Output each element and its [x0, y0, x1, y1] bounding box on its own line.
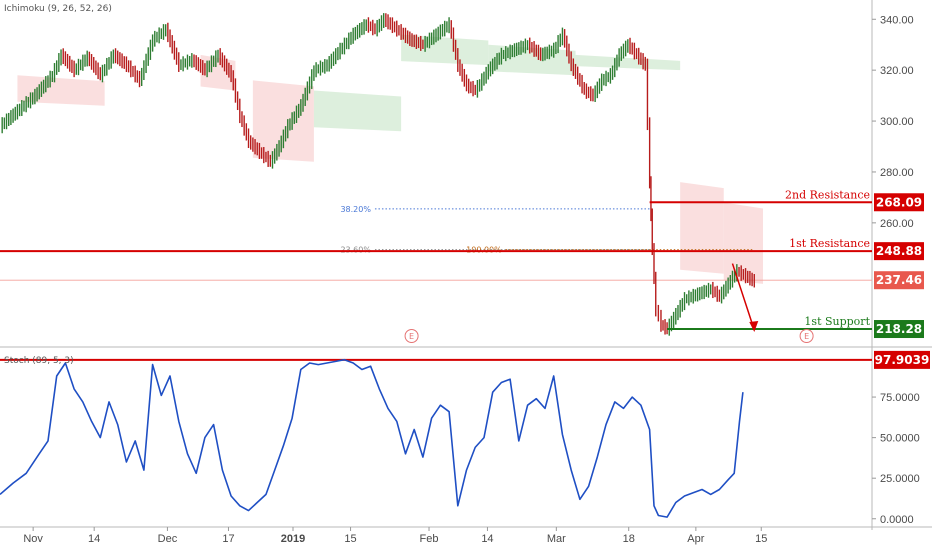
- level-value-0: 268.09: [876, 195, 922, 209]
- ichimoku-cloud-7: [680, 182, 724, 274]
- annotation-2: 1st Support: [804, 315, 870, 328]
- time-label-10: Apr: [687, 533, 704, 545]
- top-indicator-title: Ichimoku (9, 26, 52, 26): [4, 4, 112, 14]
- event-marker-0: [404, 329, 419, 343]
- projection-arrow: [731, 263, 755, 331]
- time-label-5: 15: [344, 533, 356, 545]
- time-label-4: 2019: [281, 533, 305, 545]
- ichimoku-cloud-6: [575, 54, 681, 71]
- annotation-0: 2nd Resistance: [785, 188, 870, 201]
- level-value-2: 218.28: [876, 322, 922, 336]
- event-marker-label-1: E: [804, 332, 809, 341]
- time-label-8: Mar: [547, 533, 566, 545]
- stoch-line: [0, 358, 744, 518]
- event-marker-1: [799, 329, 814, 343]
- level-tag-0: [874, 193, 924, 212]
- time-label-1: 14: [88, 533, 100, 545]
- fib-label-0: 38.20%: [340, 205, 371, 214]
- current-price-value: 237.46: [876, 273, 922, 287]
- bottom-indicator-title: Stoch (89, 5, 3): [4, 356, 74, 366]
- time-label-7: 14: [481, 533, 493, 545]
- fib-label-1: 23.60%: [340, 246, 371, 255]
- current-price-tag: [874, 271, 924, 290]
- stoch-level-value: 97.9039: [875, 353, 930, 367]
- fib-label-2: 100.00%: [466, 246, 502, 255]
- time-label-2: Dec: [158, 533, 178, 545]
- event-marker-label-0: E: [409, 332, 414, 341]
- price-tick-label-4: 260.00: [880, 218, 914, 230]
- time-label-6: Feb: [420, 533, 439, 545]
- stoch-tick-label-0: 75.0000: [880, 392, 920, 404]
- annotation-1: 1st Resistance: [789, 237, 870, 250]
- time-label-0: Nov: [23, 533, 43, 545]
- price-tick-label-2: 300.00: [880, 116, 914, 128]
- ichimoku-cloud-2: [252, 80, 314, 162]
- time-label-9: 18: [623, 533, 635, 545]
- stoch-tick-label-3: 0.0000: [880, 514, 914, 526]
- level-tag-1: [874, 242, 924, 261]
- ichimoku-cloud-8: [723, 202, 763, 284]
- price-tick-label-1: 320.00: [880, 65, 914, 77]
- time-label-3: 17: [222, 533, 234, 545]
- stoch-level-tag: [874, 350, 930, 369]
- level-value-1: 248.88: [876, 244, 922, 258]
- level-tag-2: [874, 320, 924, 339]
- projection-arrowhead: [749, 321, 759, 333]
- price-tick-label-3: 280.00: [880, 167, 914, 179]
- stoch-tick-label-1: 50.0000: [880, 433, 920, 445]
- time-label-11: 15: [755, 533, 767, 545]
- stoch-tick-label-2: 25.0000: [880, 473, 920, 485]
- price-tick-label-0: 340.00: [880, 14, 914, 26]
- price-candles: [1, 13, 755, 336]
- ichimoku-cloud-3: [313, 90, 402, 132]
